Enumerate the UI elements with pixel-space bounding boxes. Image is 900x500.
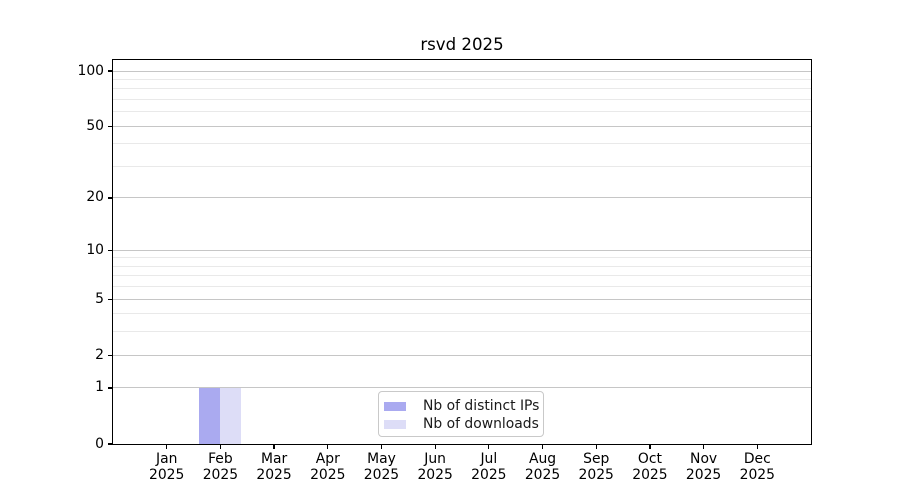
x-tick-mark	[327, 444, 329, 449]
x-tick-label: May 2025	[363, 451, 400, 483]
x-tick-label: Jun 2025	[417, 451, 453, 483]
plot-area	[113, 60, 811, 444]
y-tick-mark	[108, 298, 113, 300]
y-gridline-minor	[113, 265, 811, 267]
legend-label-downloads: Nb of downloads	[423, 416, 539, 432]
y-gridline-major	[113, 298, 811, 300]
y-gridline-minor	[113, 331, 811, 333]
legend-item-distinct-ips: Nb of distinct IPs	[384, 397, 539, 415]
y-tick-mark	[108, 387, 113, 389]
y-gridline-major	[113, 125, 811, 127]
y-tick-label: 0	[95, 435, 104, 452]
x-tick-label: Apr 2025	[310, 451, 346, 483]
legend: Nb of distinct IPs Nb of downloads	[378, 391, 544, 437]
y-gridline-major	[113, 197, 811, 199]
x-tick-label: Jan 2025	[149, 451, 185, 483]
x-tick-mark	[434, 444, 436, 449]
x-tick-label: Feb 2025	[202, 451, 239, 483]
x-tick-mark	[380, 444, 383, 449]
x-tick-mark	[649, 444, 651, 449]
y-gridline-minor	[113, 88, 811, 90]
bar-distinct-ips	[199, 387, 221, 444]
x-tick-mark	[219, 444, 222, 449]
legend-swatch-distinct-ips-icon	[384, 401, 406, 411]
y-gridline-major	[113, 70, 811, 72]
y-tick-label: 2	[95, 346, 104, 363]
x-tick-label: Jul 2025	[471, 451, 507, 483]
chart-title: rsvd 2025	[420, 35, 504, 54]
y-tick-label: 100	[77, 62, 104, 79]
y-tick-mark	[108, 443, 113, 445]
legend-label-distinct-ips: Nb of distinct IPs	[423, 398, 540, 414]
x-tick-label: Sep 2025	[578, 451, 614, 483]
y-gridline-minor	[113, 78, 811, 80]
y-tick-label: 1	[95, 379, 104, 396]
x-tick-mark	[756, 444, 758, 449]
legend-swatch-downloads-icon	[384, 419, 406, 429]
x-tick-label: Nov 2025	[685, 451, 722, 483]
y-tick-label: 50	[86, 117, 104, 134]
y-gridline-minor	[113, 165, 811, 167]
y-tick-mark	[108, 197, 113, 199]
y-tick-mark	[108, 354, 113, 356]
x-tick-label: Mar 2025	[256, 451, 292, 483]
y-gridline-minor	[113, 313, 811, 315]
y-tick-mark	[108, 125, 113, 127]
y-gridline-minor	[113, 257, 811, 259]
y-gridline-minor	[113, 275, 811, 277]
y-gridline-minor	[113, 286, 811, 288]
y-tick-mark	[108, 70, 113, 72]
x-tick-label: Dec 2025	[739, 451, 775, 483]
y-tick-mark	[108, 249, 113, 251]
x-tick-mark	[166, 444, 168, 449]
x-tick-mark	[273, 444, 275, 449]
legend-item-downloads: Nb of downloads	[384, 415, 539, 433]
y-gridline-major	[113, 354, 811, 356]
x-tick-mark	[488, 444, 490, 449]
x-tick-mark	[595, 444, 597, 449]
y-gridline-major	[113, 249, 811, 251]
y-tick-label: 10	[86, 241, 104, 258]
x-tick-label: Oct 2025	[632, 451, 668, 483]
bar-downloads	[220, 387, 242, 444]
y-gridline-minor	[113, 143, 811, 145]
x-tick-mark	[541, 444, 544, 449]
y-gridline-major	[113, 387, 811, 389]
y-gridline-minor	[113, 99, 811, 101]
x-tick-mark	[702, 444, 705, 449]
y-tick-label: 5	[95, 290, 104, 307]
y-tick-label: 20	[86, 189, 104, 206]
x-tick-label: Aug 2025	[524, 451, 561, 483]
y-gridline-minor	[113, 111, 811, 113]
